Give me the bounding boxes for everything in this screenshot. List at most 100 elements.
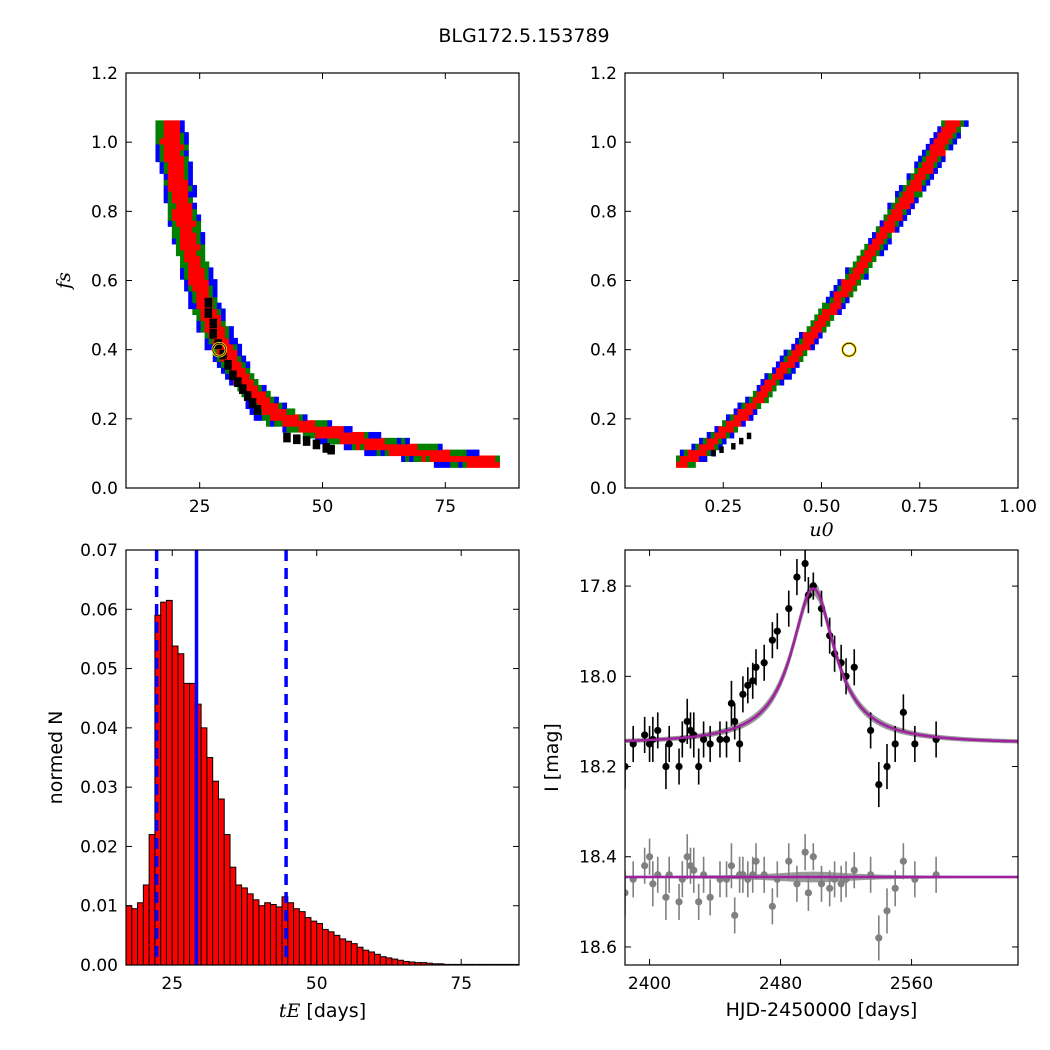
heatmap-cell-inner [868,249,873,257]
heatmap-cell-inner [772,373,777,380]
heatmap-cell-inner [450,455,455,462]
heatmap-cell-inner [368,443,374,451]
heatmap-cell-inner [806,332,812,339]
heatmap-cell-outer [699,437,704,445]
heatmap-cell-inner [175,214,181,221]
heatmap-cell-inner [433,449,439,457]
heatmap-cell-inner [368,437,374,445]
heatmap-cell-inner [266,408,271,415]
heatmap-cell-inner [918,173,923,180]
heatmap-cell-middle [906,179,912,186]
heatmap-cell-outer [795,337,800,345]
heatmap-cell-middle [335,437,341,445]
heatmap-cell-inner [184,226,189,233]
y-tick-label: 1.2 [590,64,617,84]
heatmap-cell-outer [188,296,193,304]
data-point [891,884,899,892]
heatmap-cell-inner [167,143,173,151]
heatmap-cell-inner [829,302,835,310]
heatmap-cell-middle [155,120,161,127]
best-fit-marker-edge [212,342,227,357]
heatmap-cell-inner [864,249,869,257]
heatmap-cell-inner [220,337,226,345]
heatmap-cell-middle [702,437,708,445]
heatmap-cell-middle [871,255,877,263]
heatmap-cell-inner [184,208,189,216]
heatmap-cell-middle [200,249,206,257]
heatmap-cell-middle [175,237,181,245]
heatmap-cell-inner [702,443,708,451]
heatmap-cell-outer [204,337,210,345]
data-point [899,857,907,865]
heatmap-cell-middle [171,220,177,227]
heatmap-cell-outer [898,185,904,192]
heatmap-cell-middle [868,261,873,268]
heatmap-cell-inner [864,261,869,268]
heatmap-cell-inner [163,155,169,163]
heatmap-cell-inner [470,461,476,468]
heatmap-cell-middle [286,426,292,433]
heatmap-cell-inner [413,443,419,451]
heatmap-cell-inner [184,214,189,221]
heatmap-cell-inner [184,196,189,204]
heatmap-cell-middle [360,443,365,451]
heatmap-cell-inner [756,390,762,398]
heatmap-cell-outer [163,173,169,180]
heatmap-cell-middle [237,355,243,363]
heatmap-cell-inner [270,408,275,415]
heatmap-cell-middle [274,420,279,427]
data-point [629,740,637,748]
heatmap-cell-inner [871,237,877,245]
heatmap-cell-inner [216,326,222,333]
heatmap-cell-outer [818,332,823,339]
heatmap-cell-outer [925,143,931,151]
histogram-bar [293,908,300,966]
heatmap-cell-middle [180,255,185,263]
heatmap-cell-inner [749,402,754,410]
heatmap-cell-middle [691,461,696,468]
y-tick-label: 0.05 [80,660,118,680]
heatmap-cell-inner [175,149,181,157]
heatmap-cell-inner [192,243,198,251]
heatmap-cell-middle [180,149,185,157]
heatmap-cell-inner [245,379,251,386]
heatmap-cell-outer [948,143,954,151]
heatmap-cell-inner [298,420,304,427]
heatmap-cell-inner [929,155,935,163]
heatmap-cell-core [293,434,301,445]
heatmap-cell-inner [437,449,443,457]
heatmap-cell-middle [184,261,189,268]
heatmap-cell-inner [852,267,858,274]
y-tick-label: 1.0 [91,133,118,153]
heatmap-cell-inner [714,437,719,445]
heatmap-cell-inner [910,185,915,192]
heatmap-cell-inner [220,343,226,351]
heatmap-cell-inner [294,414,300,421]
heatmap-cell-inner [171,149,177,157]
heatmap-cell-middle [167,208,173,216]
heatmap-cell-inner [175,202,181,210]
heatmap-cell-inner [225,349,230,357]
heatmap-cell-middle [245,367,251,374]
heatmap-cell-outer [691,443,696,451]
heatmap-cell-outer [952,138,958,145]
histogram-bar [241,887,248,966]
heatmap-cell-inner [180,155,185,163]
heatmap-cell-inner [875,243,881,251]
histogram-bar [206,757,214,966]
heatmap-cell-inner [171,173,177,180]
heatmap-cell-outer [702,455,708,462]
heatmap-cell-middle [683,449,689,457]
heatmap-cell-inner [261,408,267,415]
heatmap-cell-inner [184,220,189,227]
heatmap-cell-outer [829,290,835,298]
heatmap-cell-inner [180,208,185,216]
heatmap-cell-inner [760,396,765,404]
heatmap-cell-middle [188,196,193,204]
heatmap-cell-inner [225,337,230,345]
heatmap-cell-outer [257,414,263,421]
heatmap-cell-inner [760,390,765,398]
heatmap-cell-inner [216,320,222,327]
heatmap-cell-inner [237,361,243,368]
heatmap-cell-outer [188,167,193,174]
